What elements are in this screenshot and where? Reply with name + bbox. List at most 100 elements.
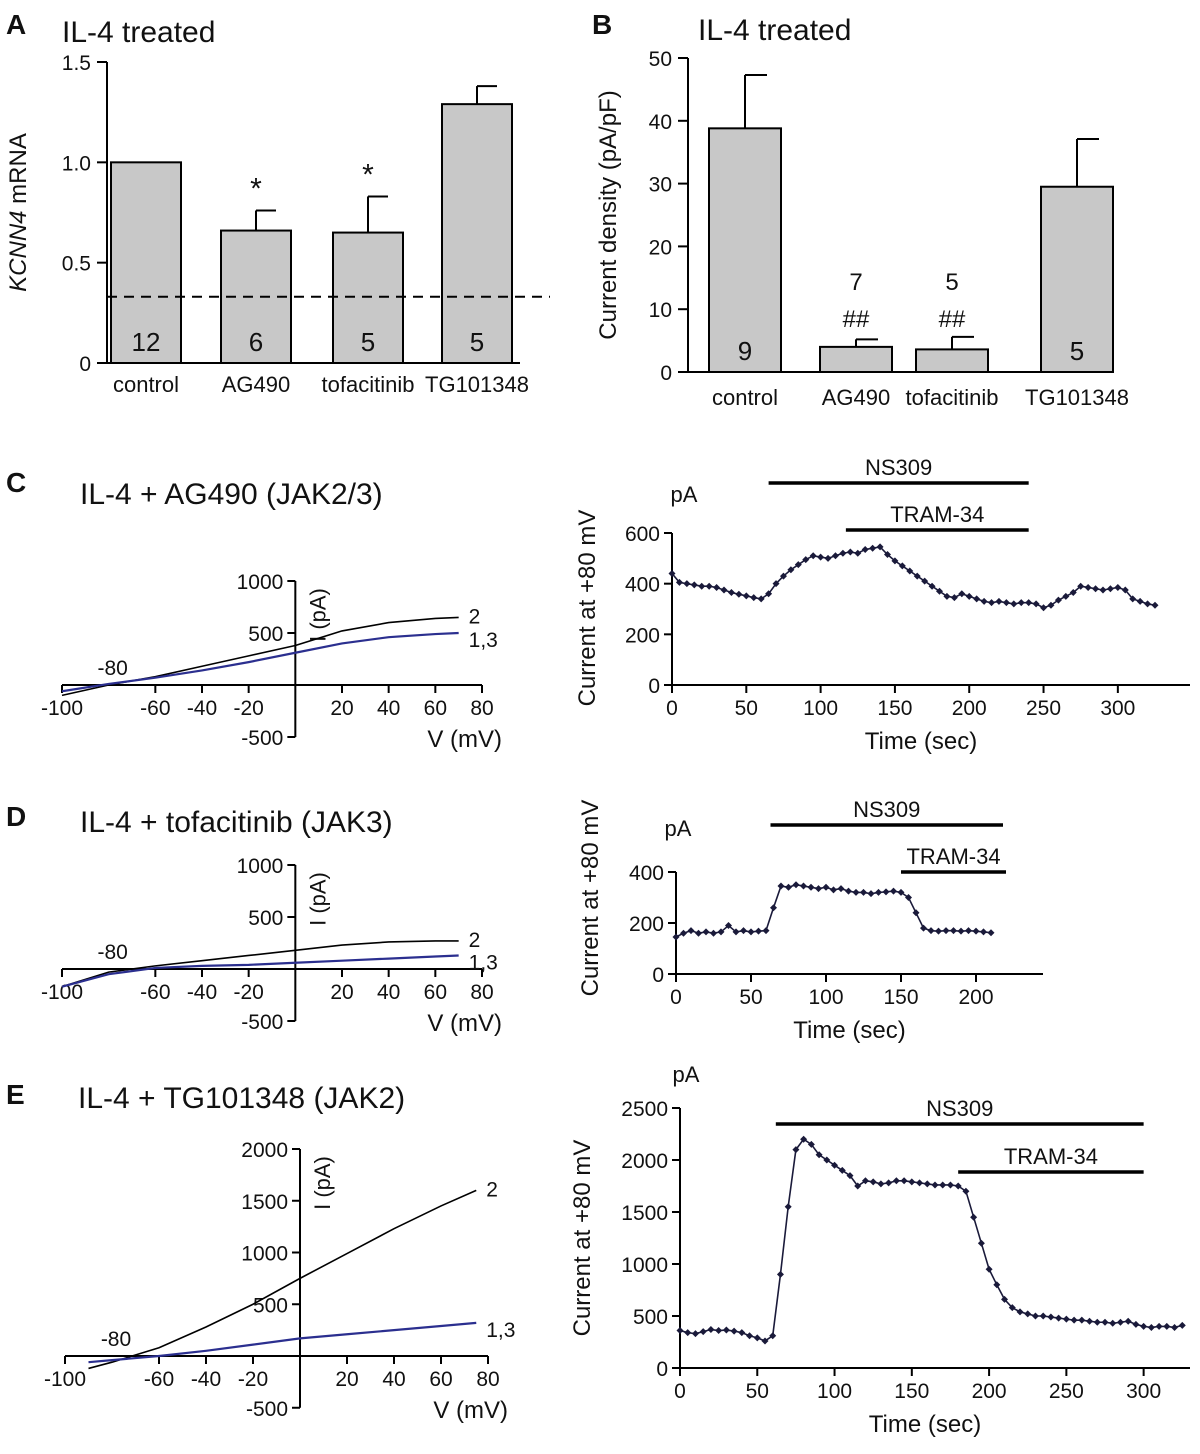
y-axis-label: I (pA) — [305, 872, 330, 926]
x-axis-label: Time (sec) — [869, 1411, 981, 1438]
panel-letter-e: E — [6, 1079, 25, 1110]
data-point — [869, 544, 877, 552]
y-tick-label: 500 — [248, 623, 283, 646]
data-point — [1017, 599, 1025, 607]
data-point — [980, 597, 988, 605]
category-label: tofacitinib — [906, 385, 999, 410]
data-point — [672, 933, 680, 941]
data-point — [1047, 1313, 1055, 1321]
data-point — [897, 888, 905, 896]
significance-mark: ## — [939, 306, 966, 333]
data-point — [892, 1177, 900, 1185]
panel-letter-d: D — [6, 801, 26, 832]
data-point — [854, 1182, 862, 1190]
data-point — [854, 549, 862, 557]
drug-label: TRAM-34 — [1004, 1144, 1098, 1169]
data-point — [861, 545, 869, 553]
y-axis-label: Current density (pA/pF) — [595, 90, 622, 339]
y-axis-label-rest: mRNA — [5, 133, 32, 210]
data-point — [1099, 586, 1107, 594]
y-tick-label: 0 — [79, 353, 91, 376]
y-tick-label: 1000 — [237, 571, 284, 594]
data-point — [1144, 600, 1152, 608]
y-tick-label: 0 — [660, 362, 672, 385]
data-point — [876, 543, 884, 551]
time-trace — [679, 1138, 1183, 1342]
data-point — [875, 888, 882, 896]
data-point — [985, 1265, 993, 1273]
data-point — [705, 582, 713, 590]
data-point — [761, 1337, 769, 1345]
y-tick-label: 2500 — [621, 1098, 668, 1121]
trace-label: 2 — [486, 1178, 498, 1201]
x-axis-label: Time (sec) — [793, 1017, 905, 1044]
data-point — [906, 567, 914, 575]
n-label: 6 — [249, 327, 263, 357]
data-point — [861, 1177, 869, 1185]
data-point — [1016, 1308, 1024, 1316]
data-point — [792, 1146, 800, 1154]
x-tick-label: 100 — [803, 697, 838, 720]
x-tick-label: 100 — [808, 986, 843, 1009]
trace-label: 1,3 — [486, 1319, 515, 1342]
data-point — [905, 894, 912, 901]
x-tick-label: -40 — [191, 1368, 221, 1391]
x-tick-label: -20 — [233, 981, 263, 1004]
data-point — [921, 577, 929, 585]
y-tick-label: 1500 — [621, 1202, 668, 1225]
data-point — [735, 590, 743, 598]
data-point — [837, 885, 845, 893]
y-tick-label: 10 — [649, 299, 672, 322]
x-tick-label: 60 — [424, 981, 447, 1004]
chart-title: IL-4 + AG490 (JAK2/3) — [80, 478, 383, 511]
data-point — [1171, 1323, 1179, 1331]
data-point — [946, 1181, 954, 1189]
x-tick-label: 300 — [1100, 697, 1135, 720]
x-tick-label: 50 — [735, 697, 758, 720]
data-point — [730, 1327, 738, 1335]
data-point — [1047, 601, 1055, 609]
bar-TG101348 — [441, 103, 513, 364]
x-tick-label: 150 — [883, 986, 918, 1009]
n-label: 5 — [470, 327, 484, 357]
data-point — [1055, 1314, 1063, 1322]
panel-c-time-plot: 0 200 400 600 0 50 100 150 200 250 300 Time (sec) Cu… — [574, 455, 1190, 755]
data-point — [1025, 599, 1033, 607]
y-tick-label: 20 — [649, 236, 672, 259]
significance-mark: ## — [843, 306, 870, 333]
trace-2 — [61, 940, 459, 988]
data-point — [860, 888, 867, 896]
data-point — [852, 888, 860, 896]
x-tick-label: 100 — [817, 1380, 852, 1403]
n-label: 5 — [361, 327, 375, 357]
data-point — [939, 1181, 947, 1189]
data-point — [838, 1166, 846, 1174]
data-point — [1086, 1317, 1094, 1325]
x-tick-label: -60 — [140, 981, 170, 1004]
data-point — [710, 929, 717, 937]
panel-letter-b: B — [592, 9, 612, 40]
x-axis-label: V (mV) — [427, 1010, 502, 1037]
data-point — [750, 594, 758, 602]
trace-1,3 — [61, 631, 459, 693]
data-point — [831, 552, 839, 560]
trace-label: 1,3 — [469, 629, 498, 652]
x-tick-label: 50 — [739, 986, 762, 1009]
category-label: AG490 — [222, 372, 291, 397]
data-point — [792, 881, 800, 889]
data-point — [800, 882, 807, 890]
data-point — [772, 580, 780, 588]
bar-tofacitinib — [332, 231, 404, 364]
data-point — [965, 927, 972, 935]
y-tick-label: 200 — [625, 624, 660, 647]
data-point — [722, 1326, 730, 1334]
x-tick-label: -40 — [187, 697, 217, 720]
data-point — [957, 927, 965, 935]
data-point — [823, 1156, 831, 1164]
y-tick-label: 0 — [656, 1358, 668, 1381]
category-label: AG490 — [822, 385, 891, 410]
data-point — [916, 1179, 924, 1187]
drug-label: NS309 — [926, 1096, 993, 1121]
category-label: control — [113, 372, 179, 397]
